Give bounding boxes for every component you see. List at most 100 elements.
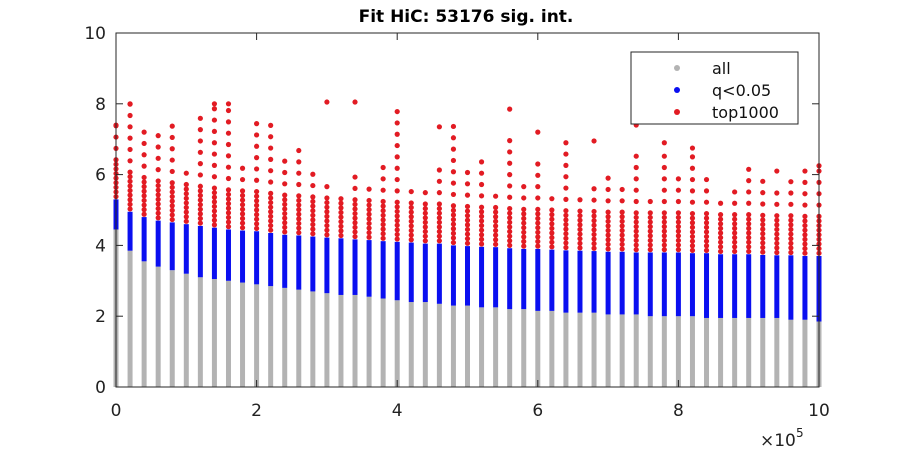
top1000-point bbox=[760, 240, 766, 246]
legend-marker bbox=[674, 65, 680, 71]
top1000-point bbox=[549, 239, 555, 245]
top1000-point bbox=[675, 219, 682, 225]
top1000-point bbox=[380, 217, 386, 223]
top1000-point bbox=[535, 195, 541, 201]
top1000-point bbox=[507, 228, 513, 235]
top1000-point bbox=[338, 196, 344, 202]
top1000-point bbox=[464, 181, 471, 187]
top1000-point bbox=[507, 242, 513, 248]
all-column bbox=[436, 303, 442, 387]
top1000-point bbox=[493, 232, 499, 238]
top1000-point bbox=[478, 170, 485, 176]
top1000-point bbox=[394, 120, 400, 126]
x-tick-label: 10 bbox=[808, 401, 830, 421]
svg-text:5: 5 bbox=[796, 426, 804, 440]
top1000-point bbox=[394, 222, 400, 228]
top1000-point bbox=[521, 229, 527, 235]
top1000-point bbox=[464, 240, 471, 246]
top1000-point bbox=[802, 222, 808, 229]
significant-column bbox=[211, 227, 217, 280]
top1000-point bbox=[296, 202, 302, 208]
all-column bbox=[268, 286, 274, 387]
significant-column bbox=[282, 234, 288, 288]
top1000-point bbox=[352, 215, 358, 221]
top1000-point bbox=[774, 245, 780, 251]
y-tick-label: 6 bbox=[95, 166, 106, 186]
top1000-point bbox=[493, 209, 499, 215]
top1000-point bbox=[296, 170, 302, 176]
top1000-point bbox=[169, 198, 175, 204]
top1000-point bbox=[591, 218, 597, 224]
top1000-point bbox=[436, 219, 442, 225]
top1000-point bbox=[493, 193, 499, 199]
top1000-point bbox=[689, 199, 696, 205]
top1000-point bbox=[310, 212, 316, 218]
top1000-point bbox=[633, 198, 639, 205]
top1000-point bbox=[268, 122, 274, 128]
top1000-point bbox=[324, 199, 330, 206]
top1000-point bbox=[661, 224, 667, 230]
top1000-point bbox=[703, 229, 710, 235]
top1000-point bbox=[254, 188, 260, 195]
top1000-point bbox=[422, 224, 428, 230]
x-tick-label: 4 bbox=[392, 401, 403, 421]
top1000-point bbox=[450, 146, 457, 152]
significant-column bbox=[268, 233, 274, 287]
top1000-point bbox=[436, 215, 442, 221]
top1000-point bbox=[605, 241, 611, 247]
top1000-point bbox=[464, 192, 471, 198]
top1000-point bbox=[703, 215, 710, 221]
top1000-point bbox=[605, 232, 611, 238]
top1000-point bbox=[591, 186, 597, 192]
significant-column bbox=[240, 230, 246, 283]
top1000-point bbox=[507, 210, 513, 216]
top1000-point bbox=[647, 237, 653, 244]
top1000-point bbox=[380, 203, 386, 209]
top1000-point bbox=[605, 198, 611, 204]
top1000-point bbox=[760, 178, 766, 184]
top1000-point bbox=[788, 217, 794, 223]
top1000-point bbox=[507, 194, 513, 200]
top1000-point bbox=[591, 236, 597, 242]
top1000-point bbox=[633, 228, 639, 234]
top1000-point bbox=[577, 245, 583, 251]
top1000-point bbox=[450, 191, 457, 198]
top1000-point bbox=[197, 211, 203, 217]
top1000-point bbox=[296, 220, 302, 227]
top1000-point bbox=[394, 218, 400, 224]
top1000-point bbox=[563, 140, 569, 146]
top1000-point bbox=[197, 149, 203, 155]
top1000-point bbox=[127, 201, 133, 207]
top1000-point bbox=[619, 246, 625, 252]
y-tick-label: 10 bbox=[84, 24, 106, 44]
top1000-point bbox=[239, 215, 246, 222]
top1000-point bbox=[802, 232, 808, 238]
all-column bbox=[465, 305, 470, 387]
significant-column bbox=[732, 254, 738, 318]
top1000-point bbox=[591, 222, 597, 228]
top1000-point bbox=[746, 239, 752, 245]
top1000-point bbox=[661, 247, 667, 253]
top1000-outlier bbox=[535, 129, 541, 135]
significant-column bbox=[465, 246, 470, 306]
top1000-outlier bbox=[591, 138, 597, 144]
top1000-point bbox=[254, 198, 260, 204]
top1000-point bbox=[211, 208, 218, 214]
top1000-point bbox=[703, 247, 710, 253]
top1000-point bbox=[563, 221, 569, 228]
top1000-point bbox=[732, 225, 738, 232]
top1000-point bbox=[197, 220, 203, 226]
significant-column bbox=[746, 254, 752, 318]
top1000-point bbox=[521, 220, 527, 226]
top1000-point bbox=[394, 188, 400, 194]
top1000-point bbox=[478, 159, 485, 165]
top1000-point bbox=[141, 207, 147, 213]
top1000-point bbox=[352, 224, 358, 230]
top1000-point bbox=[633, 224, 639, 230]
top1000-point bbox=[619, 241, 625, 247]
chart-title: Fit HiC: 53176 sig. int. bbox=[359, 7, 574, 27]
top1000-point bbox=[788, 245, 794, 251]
top1000-point bbox=[788, 213, 794, 219]
top1000-point bbox=[197, 188, 203, 194]
top1000-point bbox=[282, 206, 288, 212]
